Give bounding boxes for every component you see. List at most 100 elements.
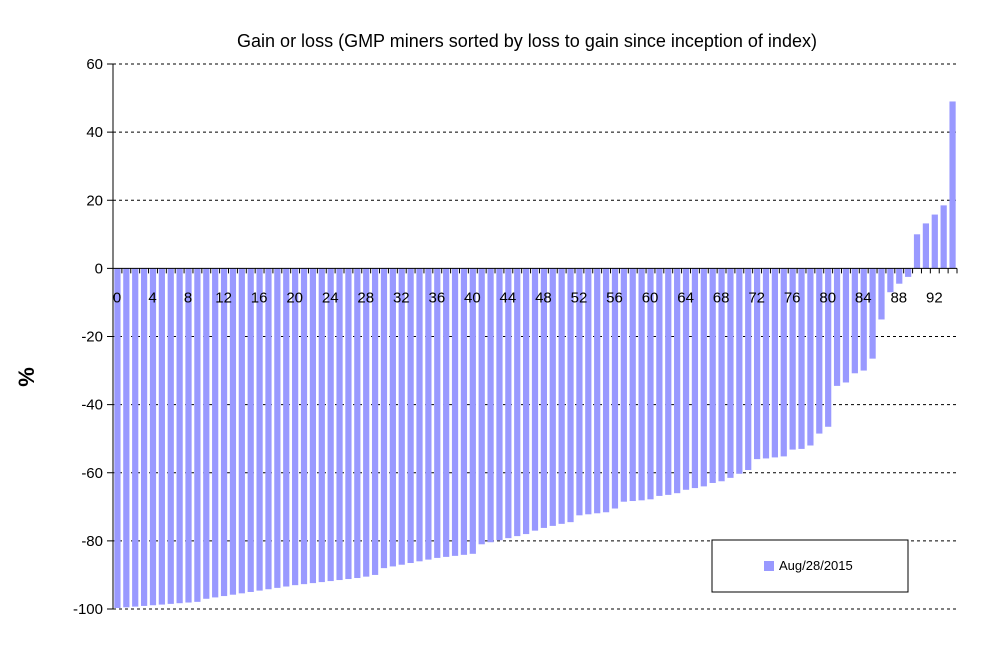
bar	[274, 268, 281, 588]
y-tick-label: 40	[86, 124, 103, 141]
bar	[949, 101, 956, 269]
bar	[167, 268, 174, 604]
legend-label: Aug/28/2015	[779, 558, 853, 573]
bar	[212, 268, 219, 598]
bar	[220, 268, 228, 597]
bar	[363, 268, 370, 577]
y-tick-label: -100	[73, 601, 103, 618]
y-tick-label: -20	[81, 329, 103, 346]
x-tick-label: 72	[748, 289, 765, 306]
bar	[336, 268, 343, 581]
bar	[887, 268, 894, 293]
bar	[496, 268, 503, 541]
bar	[745, 268, 752, 471]
bar	[727, 268, 734, 478]
bar	[425, 268, 432, 560]
bar	[825, 268, 832, 427]
bar	[398, 268, 405, 565]
bar	[594, 268, 601, 514]
bar	[665, 268, 672, 495]
bar	[158, 268, 165, 605]
bar	[505, 268, 512, 539]
bar	[753, 268, 761, 460]
bar	[238, 268, 245, 594]
x-tick-label: 52	[571, 289, 588, 306]
legend-swatch	[764, 561, 774, 571]
bars	[114, 101, 956, 608]
bar	[905, 268, 912, 277]
bar	[807, 268, 814, 446]
x-tick-label: 68	[713, 289, 730, 306]
bar	[842, 268, 850, 383]
bar	[371, 268, 379, 575]
x-tick-label: 0	[113, 289, 121, 306]
x-tick-label: 80	[819, 289, 836, 306]
bar	[869, 268, 876, 359]
bar	[833, 268, 841, 386]
bar	[114, 268, 121, 608]
y-tick-label: 0	[95, 260, 103, 277]
bar	[576, 268, 583, 516]
bar	[771, 268, 778, 458]
x-tick-label: 48	[535, 289, 552, 306]
x-tick-label: 36	[428, 289, 445, 306]
bar	[851, 268, 858, 374]
bar	[292, 268, 299, 586]
bar	[309, 268, 317, 584]
x-tick-label: 76	[784, 289, 801, 306]
y-tick-labels: 60 40 20 0 -20 -40 -60 -80 -100	[73, 56, 103, 618]
bar	[682, 268, 690, 490]
bar	[434, 268, 441, 558]
bar	[407, 268, 414, 564]
bar	[345, 268, 352, 580]
bar	[540, 268, 547, 528]
y-tick-label: 60	[86, 56, 103, 73]
y-tick-label: -40	[81, 397, 103, 414]
bar	[762, 268, 770, 459]
bar	[469, 268, 476, 554]
bar	[514, 268, 521, 537]
bar	[549, 268, 556, 526]
bar	[229, 268, 237, 595]
bar	[656, 268, 663, 496]
bar	[638, 268, 645, 501]
bar	[700, 268, 707, 487]
bar	[531, 268, 539, 531]
bar	[940, 205, 947, 269]
bar	[780, 268, 787, 457]
bar	[389, 268, 396, 567]
bar	[247, 268, 254, 592]
x-tick-label: 84	[855, 289, 872, 306]
bar	[300, 268, 308, 585]
bar	[460, 268, 468, 555]
bar	[523, 268, 530, 535]
y-axis-label: %	[14, 367, 39, 387]
bar	[327, 268, 334, 582]
bar	[265, 268, 272, 590]
bar	[611, 268, 619, 509]
x-tick-label: 4	[148, 289, 156, 306]
bar	[789, 268, 796, 450]
x-tick-label: 20	[286, 289, 303, 306]
y-tick-label: -80	[81, 533, 103, 550]
bar	[256, 268, 263, 591]
bar	[567, 268, 574, 523]
x-tick-label: 88	[890, 289, 907, 306]
bar	[443, 268, 450, 557]
y-tick-label: 20	[86, 192, 103, 209]
bar	[860, 268, 867, 371]
x-tick-label: 64	[677, 289, 694, 306]
bar	[416, 268, 423, 562]
x-tick-label: 44	[500, 289, 517, 306]
bar	[620, 268, 627, 502]
bar	[931, 214, 938, 269]
bar	[451, 268, 459, 556]
bar	[691, 268, 699, 489]
bar	[718, 268, 725, 482]
bar	[798, 268, 805, 449]
bar	[149, 268, 157, 606]
bar	[736, 268, 743, 474]
bar	[283, 268, 290, 587]
bar	[203, 268, 210, 599]
